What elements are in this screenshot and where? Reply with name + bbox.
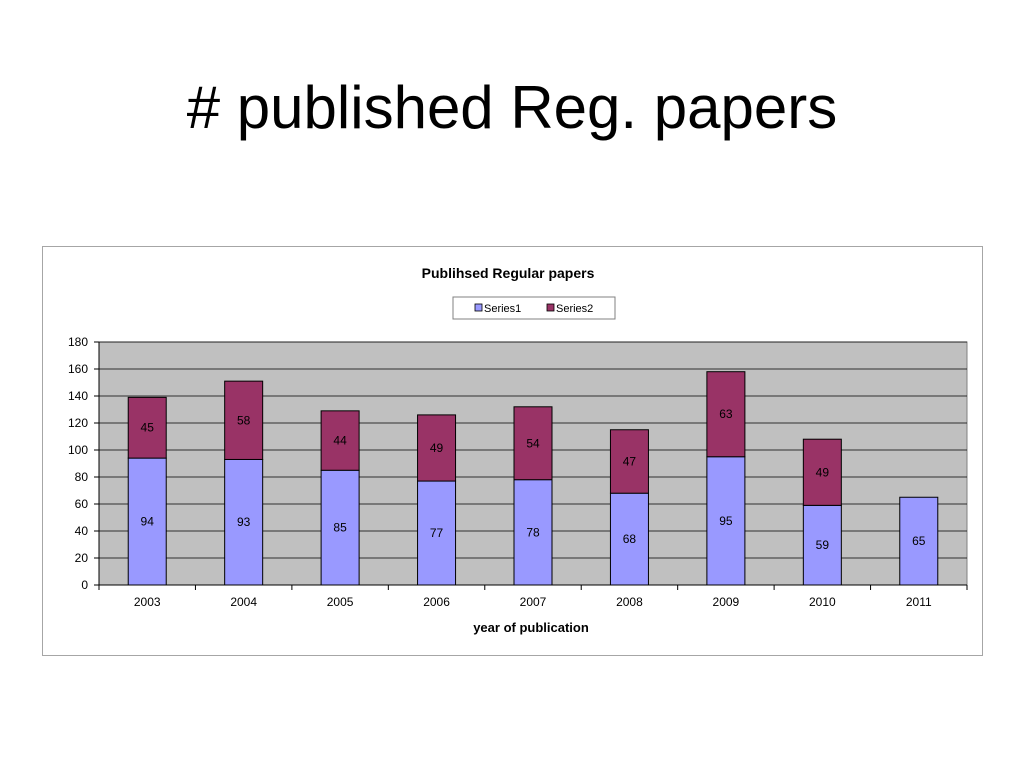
bar-series2-2005 bbox=[320, 410, 360, 471]
y-tick-label: 0 bbox=[81, 578, 88, 592]
chart-title: Publihsed Regular papers bbox=[422, 265, 595, 281]
slide-title: # published Reg. papers bbox=[186, 74, 838, 141]
x-tick-label: 2006 bbox=[423, 595, 450, 609]
x-tick-label: 2008 bbox=[616, 595, 643, 609]
legend-swatch bbox=[546, 303, 555, 312]
data-label: 63 bbox=[719, 407, 733, 421]
y-tick-label: 180 bbox=[68, 335, 88, 349]
x-tick-label: 2011 bbox=[906, 595, 932, 609]
y-tick-label: 80 bbox=[75, 470, 89, 484]
data-label: 54 bbox=[526, 436, 540, 450]
y-tick-label: 40 bbox=[75, 524, 89, 538]
data-label: 95 bbox=[719, 514, 733, 528]
bar-series2-2008 bbox=[609, 429, 649, 494]
legend-label: Series1 bbox=[484, 303, 521, 315]
bar-series1-2003 bbox=[127, 457, 167, 586]
x-tick-label: 2003 bbox=[134, 595, 161, 609]
legend: Series1 Series2 bbox=[452, 296, 616, 320]
bar-series2-2007 bbox=[513, 406, 553, 481]
x-tick-label: 2005 bbox=[327, 595, 354, 609]
bar-series1-2009 bbox=[706, 456, 746, 586]
data-label: 93 bbox=[237, 515, 251, 529]
bar-series2-2006 bbox=[417, 414, 457, 482]
bar-series2-2003 bbox=[127, 396, 167, 459]
y-tick-label: 20 bbox=[75, 551, 89, 565]
y-tick-label: 120 bbox=[68, 416, 88, 430]
x-tick-label: 2009 bbox=[713, 595, 740, 609]
bar-series1-2011 bbox=[899, 496, 939, 586]
axes: 0 20 40 60 80 100 120 140 160 180 2003 2004 2005 2006… bbox=[68, 335, 968, 609]
bar-series2-2004 bbox=[224, 380, 264, 460]
bar-series1-2005 bbox=[320, 469, 360, 586]
data-label: 68 bbox=[623, 532, 637, 546]
bar-series1-2006 bbox=[417, 480, 457, 586]
data-label: 45 bbox=[141, 421, 155, 435]
data-label: 44 bbox=[333, 434, 347, 448]
bar-series2-2010 bbox=[802, 438, 842, 506]
y-tick-label: 100 bbox=[68, 443, 88, 457]
legend-label: Series2 bbox=[556, 303, 593, 315]
data-label: 49 bbox=[816, 465, 830, 479]
data-label: 77 bbox=[430, 526, 444, 540]
data-label: 59 bbox=[816, 538, 830, 552]
x-tick-label: 2004 bbox=[230, 595, 257, 609]
y-tick-label: 60 bbox=[75, 497, 89, 511]
legend-box bbox=[452, 296, 616, 320]
x-tick-label: 2010 bbox=[809, 595, 836, 609]
bar-series1-2007 bbox=[513, 479, 553, 586]
data-label: 78 bbox=[526, 525, 540, 539]
data-label: 65 bbox=[912, 534, 926, 548]
x-tick-label: 2007 bbox=[520, 595, 547, 609]
data-label: 47 bbox=[623, 454, 637, 468]
bar-series2-2009 bbox=[706, 371, 746, 458]
y-tick-label: 140 bbox=[68, 389, 88, 403]
legend-swatch bbox=[474, 303, 483, 312]
y-tick-label: 160 bbox=[68, 362, 88, 376]
bar-series1-2004 bbox=[224, 458, 264, 586]
data-label: 85 bbox=[333, 521, 347, 535]
data-label: 94 bbox=[141, 515, 155, 529]
x-axis-label: year of publication bbox=[473, 620, 589, 635]
bars: 94 45 93 58 85 44 77 49 78 54 68 47 95 63 59 49 65 bbox=[127, 371, 939, 586]
data-label: 58 bbox=[237, 413, 251, 427]
data-label: 49 bbox=[430, 441, 444, 455]
